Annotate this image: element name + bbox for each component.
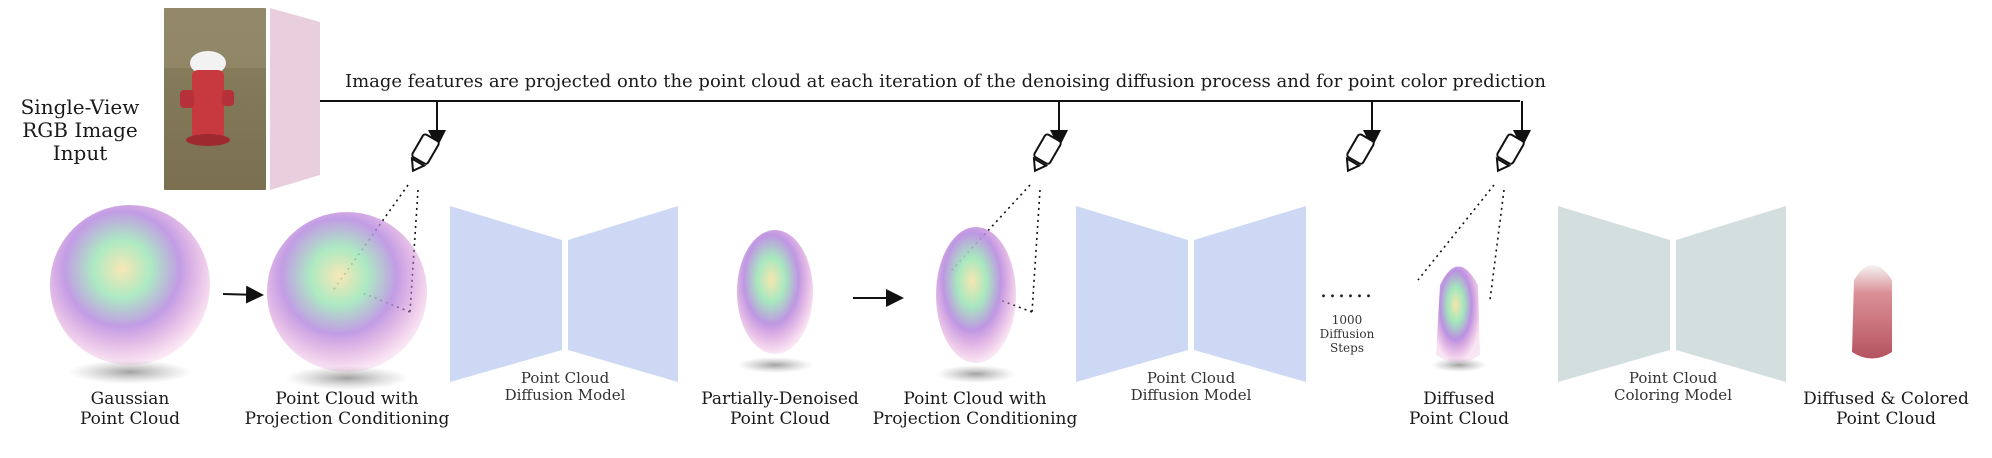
caption-diffusion-model-2: Point Cloud Diffusion Model (1130, 369, 1252, 405)
caption-partial: Partially-Denoised Point Cloud (701, 389, 859, 429)
coloring-model-block (1558, 206, 1786, 382)
caption-diffusion-model-1: Point Cloud Diffusion Model (504, 369, 626, 405)
projection-frustum-3 (1417, 184, 1505, 301)
caption-colored: Diffused & Colored Point Cloud (1803, 389, 1969, 429)
image-plane (270, 8, 320, 190)
banner-text: Image features are projected onto the po… (345, 71, 1546, 92)
camera-icon (1032, 133, 1062, 173)
ellipsis-dots: ...... (1320, 278, 1374, 303)
caption-diffusion-steps: 1000 Diffusion Steps (1319, 313, 1375, 355)
diffusion-model-block-1 (450, 206, 678, 382)
input-label: Single-View RGB Image Input (20, 95, 140, 165)
camera-icon (1495, 133, 1525, 173)
projection-conditioned-cloud-1 (267, 212, 427, 390)
projection-frustum-2 (949, 184, 1041, 313)
flow-arrow-1 (222, 285, 264, 304)
camera-icon (410, 133, 440, 173)
partially-denoised-cloud (737, 230, 813, 373)
caption-projection-2: Point Cloud with Projection Conditioning (872, 389, 1078, 429)
caption-diffused: Diffused Point Cloud (1408, 389, 1510, 429)
camera-icon (1345, 133, 1375, 173)
caption-projection-1: Point Cloud with Projection Conditioning (244, 389, 450, 429)
caption-gaussian: Gaussian Point Cloud (79, 389, 181, 429)
projection-conditioned-cloud-2 (936, 227, 1016, 383)
diffused-point-cloud (1431, 266, 1487, 372)
input-rgb-image (164, 8, 266, 190)
diffusion-model-block-2 (1076, 206, 1306, 382)
diffused-colored-point-cloud (1852, 265, 1892, 359)
caption-coloring-model: Point Cloud Coloring Model (1613, 369, 1732, 405)
gaussian-point-cloud (50, 205, 210, 384)
